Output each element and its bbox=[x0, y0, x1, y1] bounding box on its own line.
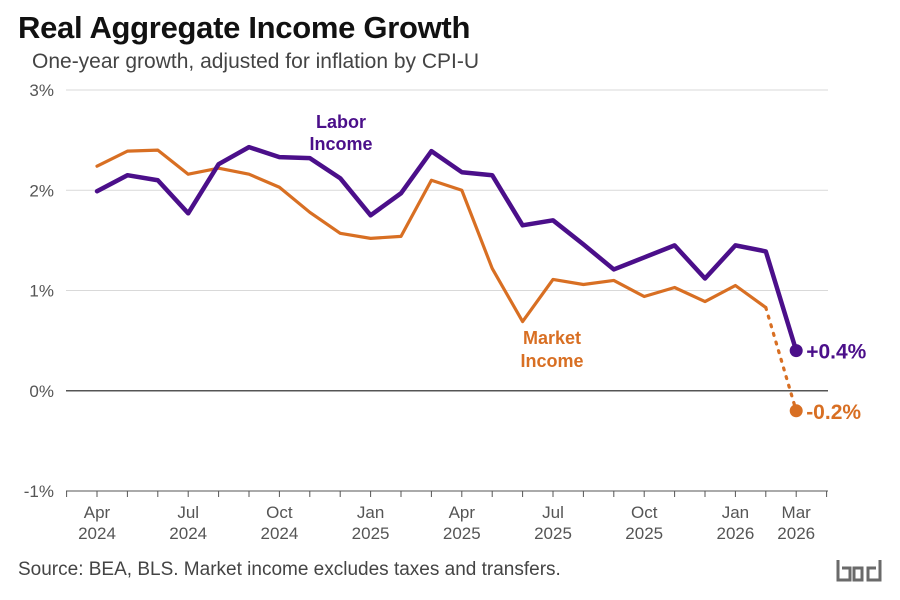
y-tick-label: -1% bbox=[24, 482, 54, 501]
chart-title: Real Aggregate Income Growth bbox=[18, 10, 471, 45]
x-tick-label-month: Oct bbox=[631, 503, 658, 522]
x-tick-label-month: Apr bbox=[84, 503, 111, 522]
x-tick-label-year: 2024 bbox=[260, 524, 298, 543]
x-tick-label-month: Jan bbox=[722, 503, 749, 522]
x-tick-label-month: Apr bbox=[449, 503, 476, 522]
y-tick-label: 0% bbox=[29, 382, 54, 401]
series-line-market-income bbox=[95, 148, 768, 324]
series-end-value-label: +0.4% bbox=[806, 341, 866, 364]
x-tick-label-year: 2026 bbox=[777, 524, 815, 543]
series-name-label: Labor bbox=[316, 112, 366, 132]
series-lines bbox=[94, 144, 803, 418]
series-end-marker bbox=[789, 344, 803, 358]
series-end-value-label: -0.2% bbox=[806, 401, 861, 424]
y-axis-tick-labels: -1% 0% 1% 2% 3% bbox=[24, 81, 54, 501]
x-tick-label-year: 2026 bbox=[716, 524, 754, 543]
brand-logo-icon bbox=[836, 560, 882, 582]
chart-subtitle: One-year growth, adjusted for inflation … bbox=[32, 50, 480, 73]
x-tick-label-month: Jul bbox=[542, 503, 564, 522]
series-line-dotted-segment bbox=[764, 305, 798, 413]
series-end-marker bbox=[789, 404, 803, 418]
series-name-label: Income bbox=[520, 351, 583, 371]
x-tick-label-month: Oct bbox=[266, 503, 293, 522]
x-tick-label-year: 2024 bbox=[169, 524, 207, 543]
y-tick-label: 2% bbox=[29, 181, 54, 200]
x-tick-label-month: Jan bbox=[357, 503, 384, 522]
gridlines bbox=[66, 89, 828, 492]
series-name-label: Market bbox=[523, 328, 581, 348]
x-tick-label-year: 2025 bbox=[352, 524, 390, 543]
series-name-label: Income bbox=[309, 134, 372, 154]
x-tick-label-year: 2024 bbox=[78, 524, 116, 543]
x-tick-label-year: 2025 bbox=[534, 524, 572, 543]
y-tick-label: 3% bbox=[29, 81, 54, 100]
x-tick-label-year: 2025 bbox=[625, 524, 663, 543]
x-tick-label-month: Jul bbox=[177, 503, 199, 522]
y-tick-label: 1% bbox=[29, 282, 54, 301]
series-line-labor-income bbox=[94, 144, 799, 353]
x-tick-label-month: Mar bbox=[782, 503, 812, 522]
x-axis: Apr 2024 Jul 2024 Oct 2024 Jan 2025 Apr 2025 Jul 20… bbox=[66, 490, 828, 543]
x-tick-label-year: 2025 bbox=[443, 524, 481, 543]
source-note: Source: BEA, BLS. Market income excludes… bbox=[18, 559, 561, 580]
